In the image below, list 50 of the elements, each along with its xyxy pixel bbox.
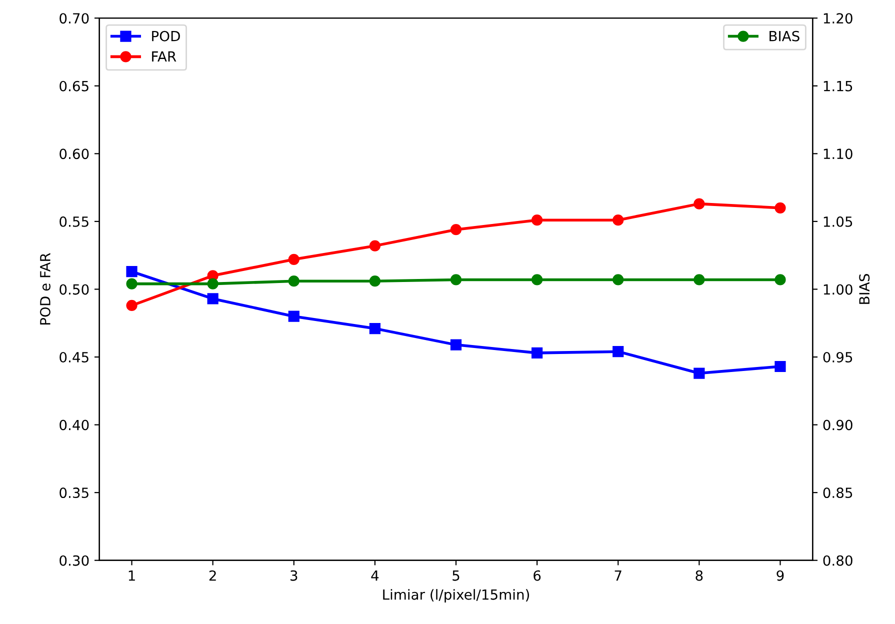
y-tick-label: 0.55	[60, 216, 88, 227]
legend-label: POD	[152, 30, 180, 42]
point	[694, 368, 705, 379]
y2-axis-title: BIAS	[859, 274, 870, 304]
y2-tick-label: 1.15	[824, 81, 852, 92]
legend-label: BIAS	[770, 30, 800, 42]
x-tick-label: 5	[452, 570, 460, 581]
x-tick-label: 9	[776, 570, 784, 581]
point	[369, 240, 380, 252]
point	[126, 266, 138, 278]
point	[207, 293, 218, 304]
point	[694, 198, 705, 210]
y-tick-label: 0.70	[60, 13, 89, 24]
y2-tick-label: 0.80	[823, 555, 852, 566]
x-tick-label: 8	[696, 570, 703, 581]
point	[532, 347, 543, 358]
y2-tick-label: 1.20	[824, 13, 852, 24]
x-tick-label: 1	[128, 570, 135, 581]
y-tick-label: 0.45	[60, 352, 88, 362]
point	[774, 360, 786, 372]
point	[450, 224, 462, 236]
point	[288, 254, 300, 265]
point	[612, 346, 624, 358]
y2-tick-label: 0.95	[823, 352, 852, 362]
y2-tick-label: 1.10	[824, 148, 852, 160]
x-tick-label: 7	[614, 570, 622, 581]
point	[126, 300, 138, 312]
point	[612, 214, 624, 226]
y2-tick-label: 0.85	[823, 488, 852, 498]
point	[450, 339, 462, 350]
x-tick-label: 3	[290, 570, 298, 581]
y-tick-label: 0.50	[60, 284, 89, 295]
point	[774, 202, 786, 214]
y2-tick-label: 1.00	[824, 284, 852, 295]
point	[369, 322, 380, 334]
x-tick-label: 2	[209, 570, 216, 581]
y-tick-label: 0.40	[60, 420, 89, 430]
y-tick-label: 0.35	[60, 488, 88, 498]
y-axis-title: POD e FAR	[40, 253, 50, 324]
legend-label: FAR	[152, 51, 176, 62]
y-tick-label: 0.65	[60, 80, 88, 92]
y2-tick-label: 1.05	[824, 216, 852, 227]
point	[532, 214, 543, 226]
y-tick-label: 0.30	[60, 555, 89, 566]
y2-tick-label: 0.90	[823, 420, 852, 430]
x-tick-label: 4	[371, 570, 379, 581]
x-axis-title: Limiar (l/pixel/15min)	[383, 589, 530, 603]
y-tick-label: 0.60	[60, 148, 89, 160]
x-tick-label: 6	[534, 570, 541, 581]
point	[288, 310, 300, 322]
